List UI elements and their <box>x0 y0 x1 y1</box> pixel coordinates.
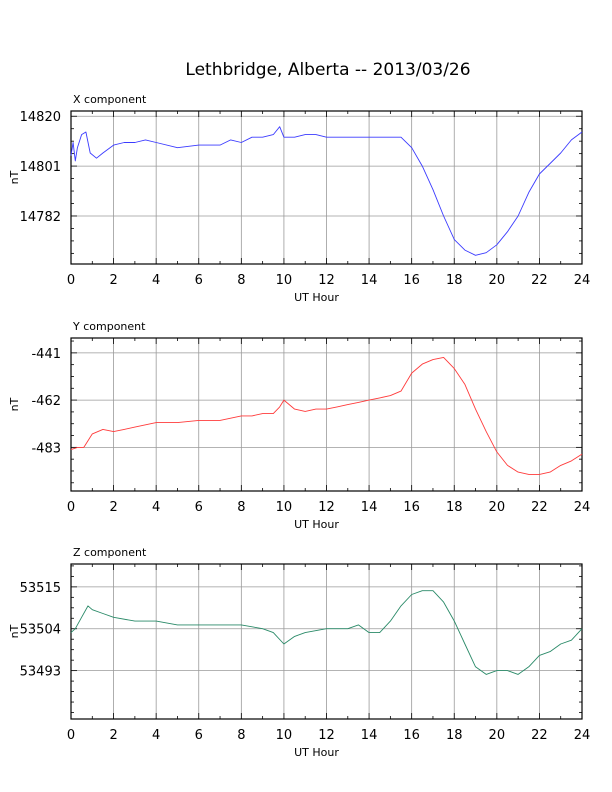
y-tick-label: 14820 <box>20 110 61 125</box>
x-tick-label: 0 <box>67 728 75 743</box>
y-tick-label: 53493 <box>20 665 61 680</box>
x-tick-label: 22 <box>531 728 548 743</box>
x-tick-label: 2 <box>109 728 117 743</box>
x-axis-title: UT Hour <box>294 518 339 531</box>
x-tick-label: 20 <box>489 273 506 288</box>
x-tick-label: 0 <box>67 273 75 288</box>
x-tick-label: 10 <box>276 500 293 515</box>
x-tick-label: 2 <box>109 273 117 288</box>
y-axis-title: nT <box>8 624 21 638</box>
y-tick-label: 53515 <box>20 581 61 596</box>
x-tick-label: 10 <box>276 273 293 288</box>
y-tick-label: -483 <box>31 441 61 456</box>
series-line-1 <box>70 590 583 675</box>
y-tick-label: 53504 <box>20 623 61 638</box>
x-tick-label: 22 <box>531 500 548 515</box>
x-tick-label: 8 <box>237 728 245 743</box>
plot-frame <box>70 563 583 720</box>
x-tick-label: 20 <box>489 728 506 743</box>
x-tick-label: 16 <box>403 728 420 743</box>
x-tick-label: 4 <box>152 273 160 288</box>
x-tick-label: 0 <box>67 500 75 515</box>
x-tick-label: 18 <box>446 273 463 288</box>
x-tick-label: 14 <box>361 728 378 743</box>
x-tick-label: 24 <box>574 273 591 288</box>
x-tick-label: 12 <box>318 273 335 288</box>
panel-label: Y component <box>72 320 146 333</box>
series-line-1 <box>70 356 583 475</box>
x-tick-label: 24 <box>574 728 591 743</box>
x-tick-label: 8 <box>237 273 245 288</box>
x-tick-label: 14 <box>361 273 378 288</box>
x-tick-label: 16 <box>403 500 420 515</box>
x-tick-label: 12 <box>318 728 335 743</box>
x-tick-label: 22 <box>531 273 548 288</box>
x-tick-label: 10 <box>276 728 293 743</box>
x-axis-title: UT Hour <box>294 746 339 759</box>
x-tick-label: 18 <box>446 500 463 515</box>
x-tick-label: 12 <box>318 500 335 515</box>
x-tick-label: 4 <box>152 728 160 743</box>
x-tick-label: 16 <box>403 273 420 288</box>
plot-frame <box>70 337 583 492</box>
panel-label: X component <box>73 93 147 106</box>
x-tick-label: 6 <box>195 273 203 288</box>
series-line-1 <box>70 126 583 256</box>
plot-frame <box>70 110 583 265</box>
y-tick-label: 14782 <box>20 210 61 225</box>
y-tick-label: -462 <box>31 394 61 409</box>
y-tick-label: -441 <box>31 347 61 362</box>
y-axis-title: nT <box>8 170 21 184</box>
x-tick-label: 8 <box>237 500 245 515</box>
y-tick-label: 14801 <box>20 160 61 175</box>
x-tick-label: 2 <box>109 500 117 515</box>
x-tick-label: 6 <box>195 500 203 515</box>
x-tick-label: 14 <box>361 500 378 515</box>
figure-title: Lethbridge, Alberta -- 2013/03/26 <box>185 60 470 80</box>
x-tick-label: 24 <box>574 500 591 515</box>
x-tick-label: 18 <box>446 728 463 743</box>
panel-label: Z component <box>73 546 147 559</box>
y-axis-title: nT <box>8 397 21 411</box>
x-tick-label: 4 <box>152 500 160 515</box>
x-tick-label: 6 <box>195 728 203 743</box>
x-tick-label: 20 <box>489 500 506 515</box>
x-axis-title: UT Hour <box>294 291 339 304</box>
